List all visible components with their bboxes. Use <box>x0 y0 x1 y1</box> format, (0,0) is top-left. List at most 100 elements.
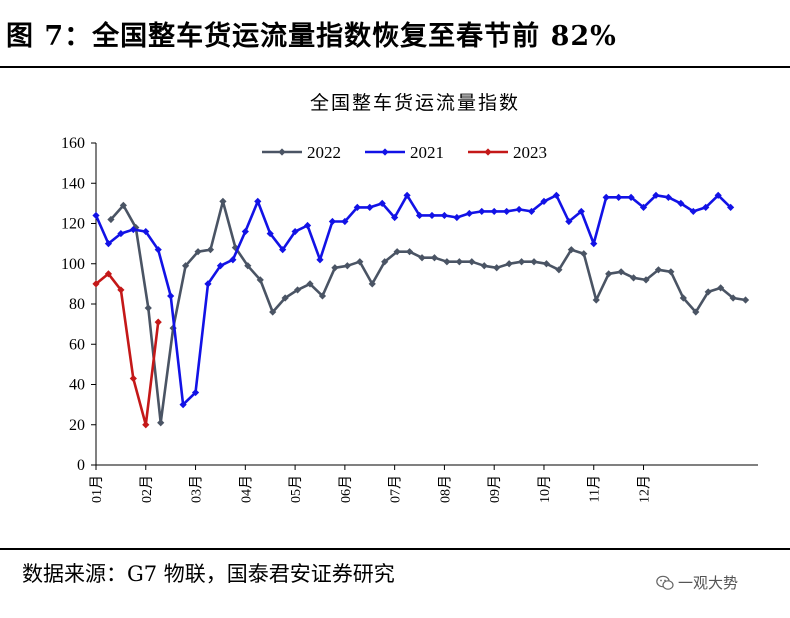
data-point <box>318 292 327 300</box>
data-point <box>403 191 411 199</box>
data-point <box>453 213 461 222</box>
x-tick-label: 08月 <box>437 475 453 503</box>
data-point <box>418 254 426 262</box>
legend-label-2022: 2022 <box>307 143 341 162</box>
legend-marker-2023 <box>484 148 492 156</box>
data-point <box>368 280 376 288</box>
watermark-text: 一观大势 <box>678 574 739 592</box>
data-point <box>391 213 399 222</box>
x-tick-label: 07月 <box>388 475 404 503</box>
line-chart: 全国整车货运流量指数 2022 2021 2023 0 20 40 60 80 100 120 1… <box>61 92 758 503</box>
data-point <box>219 197 227 205</box>
series-line-2021 <box>94 194 732 406</box>
data-point <box>480 262 488 270</box>
data-point <box>366 203 374 211</box>
data-point <box>617 268 625 276</box>
data-point <box>605 270 613 278</box>
x-tick-label: 01月 <box>89 475 105 503</box>
legend-marker-2022 <box>278 148 286 156</box>
title-rule <box>0 66 790 68</box>
data-point <box>291 227 299 236</box>
watermark: 一观大势 <box>656 572 738 593</box>
series-line-2023 <box>95 272 160 427</box>
data-point <box>142 227 150 236</box>
wechat-icon <box>656 575 674 590</box>
data-point <box>129 225 137 234</box>
data-point <box>157 419 165 427</box>
chart-axes: 0 20 40 60 80 100 120 140 160 01月 02月 03月 04月 05月 06月 0… <box>61 135 758 503</box>
data-point <box>664 193 673 201</box>
data-point <box>455 258 463 266</box>
data-point <box>702 203 710 211</box>
data-point <box>241 227 249 236</box>
series-2021 <box>92 191 735 409</box>
data-point <box>381 258 389 266</box>
data-point <box>92 211 100 220</box>
data-point <box>343 262 351 270</box>
x-tick-label: 09月 <box>487 475 503 503</box>
x-tick-label: 12月 <box>637 475 653 503</box>
data-point <box>129 374 137 383</box>
data-point <box>316 256 324 264</box>
data-point <box>269 308 277 316</box>
data-point <box>552 191 561 199</box>
chart-series <box>92 191 750 429</box>
data-point <box>179 401 187 409</box>
series-2022 <box>107 197 750 427</box>
data-point <box>181 262 190 270</box>
source-rule <box>0 548 790 550</box>
data-point <box>144 304 152 312</box>
series-line-2022 <box>109 200 746 425</box>
data-point <box>440 211 449 220</box>
x-tick-label: 05月 <box>288 475 304 503</box>
y-tick-label: 60 <box>69 336 85 353</box>
data-point <box>677 199 685 207</box>
data-point <box>206 246 215 254</box>
data-point <box>281 294 289 302</box>
data-point <box>468 258 476 266</box>
data-point <box>577 207 585 216</box>
data-point <box>303 221 312 230</box>
data-point <box>154 318 162 326</box>
data-point <box>478 207 486 216</box>
data-point <box>741 296 750 304</box>
data-point <box>119 201 127 209</box>
data-point <box>540 197 548 205</box>
y-tick-label: 40 <box>69 377 85 394</box>
data-point <box>393 248 401 256</box>
chart-legend: 2022 2021 2023 <box>262 143 547 162</box>
data-point <box>505 260 513 268</box>
data-point <box>279 246 287 254</box>
y-tick-label: 140 <box>61 175 85 192</box>
data-point <box>154 246 162 254</box>
data-point <box>244 262 252 270</box>
data-point <box>254 197 262 205</box>
data-point <box>104 240 113 248</box>
data-point <box>692 308 700 316</box>
x-tick-label: 04月 <box>238 475 254 503</box>
data-point <box>615 193 623 201</box>
data-point <box>378 199 386 207</box>
data-point <box>191 388 200 397</box>
data-point <box>530 258 538 266</box>
x-tick-label: 10月 <box>537 475 553 503</box>
data-point <box>341 217 349 226</box>
data-point <box>580 250 588 258</box>
data-point <box>353 203 361 211</box>
data-point <box>356 258 364 266</box>
data-point <box>216 262 225 270</box>
data-point <box>430 254 439 262</box>
x-tick-label: 06月 <box>338 475 354 503</box>
chart-title: 全国整车货运流量指数 <box>310 92 520 114</box>
data-point <box>627 193 635 201</box>
data-point <box>667 268 675 276</box>
data-point <box>652 191 660 199</box>
data-point <box>714 191 722 199</box>
data-point <box>527 207 536 216</box>
data-point <box>704 288 712 296</box>
data-point <box>542 260 551 268</box>
data-point <box>256 276 264 284</box>
data-point <box>517 258 526 266</box>
y-tick-label: 20 <box>69 417 85 434</box>
figure-title: 图 7：全国整车货运流量指数恢复至春节前 82% <box>6 21 617 52</box>
